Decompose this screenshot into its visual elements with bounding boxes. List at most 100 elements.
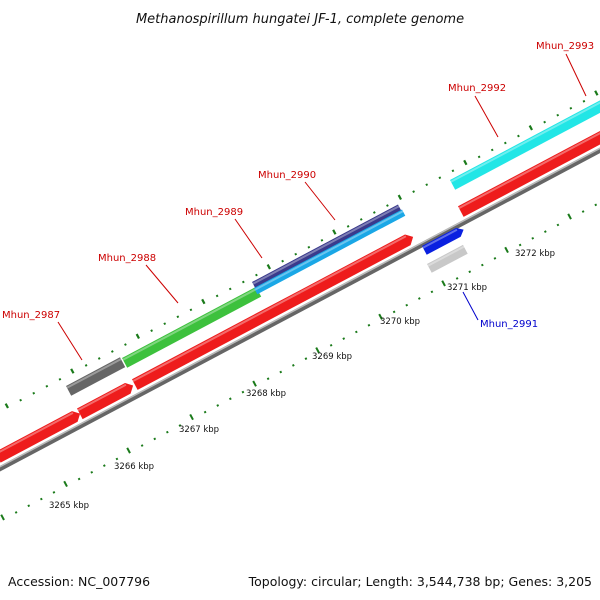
scale-tick bbox=[102, 464, 106, 467]
gene-label-layer: Mhun_2987 Mhun_2988 Mhun_2989 Mhun_2990 Mhun… bbox=[2, 41, 594, 361]
scale-tick-label: 3272 kbp bbox=[515, 249, 555, 259]
outer-tick bbox=[528, 125, 533, 131]
outer-tick bbox=[386, 204, 389, 207]
outer-tick bbox=[490, 148, 494, 152]
genome-summary-text: Topology: circular; Length: 3,544,738 bp… bbox=[248, 574, 592, 589]
outer-tick bbox=[543, 120, 546, 124]
gene-mhun_2990 bbox=[254, 209, 406, 295]
outer-tick bbox=[228, 287, 232, 291]
scale-tick bbox=[189, 413, 194, 421]
leader-line bbox=[565, 53, 587, 97]
scale-tick-label: 3269 kbp bbox=[312, 352, 352, 362]
outer-tick-row bbox=[4, 90, 599, 409]
outer-tick bbox=[294, 252, 298, 256]
scale-tick bbox=[417, 297, 421, 300]
scale-tick-label: 3265 kbp bbox=[49, 501, 89, 511]
outer-tick bbox=[84, 364, 88, 367]
scale-tick-label: 3271 kbp bbox=[447, 283, 487, 293]
scale-tick bbox=[241, 390, 245, 394]
gene-mhun_2988 bbox=[122, 286, 262, 368]
scale-tick-label: 3266 kbp bbox=[114, 462, 154, 472]
scale-tick bbox=[77, 477, 81, 481]
outer-tick bbox=[163, 322, 167, 326]
outer-tick bbox=[517, 134, 520, 138]
outer-tick bbox=[201, 298, 206, 305]
cds-segment bbox=[262, 290, 309, 321]
gene-label-mhun_2989[interactable]: Mhun_2989 bbox=[185, 207, 243, 218]
scale-tick bbox=[455, 277, 459, 280]
scale-tick bbox=[165, 430, 169, 434]
scale-tick-label: 3268 kbp bbox=[246, 389, 286, 399]
cds-feature-row bbox=[0, 130, 600, 463]
outer-tick bbox=[503, 141, 507, 145]
scale-tick bbox=[304, 357, 308, 361]
outer-tick bbox=[19, 398, 22, 402]
outer-tick bbox=[438, 176, 442, 180]
outer-tick bbox=[594, 90, 599, 96]
scale-tick bbox=[126, 447, 131, 454]
gene-label-mhun_2992[interactable]: Mhun_2992 bbox=[448, 83, 506, 94]
cds-segment bbox=[458, 144, 583, 217]
outer-tick bbox=[320, 238, 324, 242]
outer-tick bbox=[451, 169, 455, 173]
leader-line bbox=[145, 264, 179, 304]
scale-tick bbox=[279, 370, 283, 374]
outer-tick bbox=[582, 99, 586, 103]
scale-tick bbox=[405, 303, 409, 307]
scale-tick bbox=[354, 330, 358, 334]
gene-label-mhun_2993[interactable]: Mhun_2993 bbox=[536, 41, 594, 52]
leader-line bbox=[234, 218, 263, 259]
gene-label-mhun_2990[interactable]: Mhun_2990 bbox=[258, 170, 316, 181]
map-title: Methanospirillum hungatei JF-1, complete… bbox=[136, 12, 464, 27]
scale-tick-label: 3270 kbp bbox=[380, 317, 420, 327]
scale-tick bbox=[329, 343, 333, 347]
scale-tick bbox=[441, 280, 446, 287]
outer-tick bbox=[176, 315, 180, 319]
cds-segment bbox=[0, 411, 81, 463]
outer-tick bbox=[463, 159, 468, 166]
outer-tick bbox=[569, 106, 573, 110]
scale-tick bbox=[480, 263, 484, 267]
scale-tick bbox=[203, 410, 207, 414]
outer-tick bbox=[189, 308, 193, 312]
scale-tick bbox=[153, 437, 157, 441]
outer-tick bbox=[425, 183, 429, 187]
cds-segment bbox=[300, 234, 414, 301]
scale-tick bbox=[216, 404, 220, 407]
outer-tick bbox=[58, 377, 62, 381]
scale-tick-label: 3267 kbp bbox=[179, 425, 219, 435]
gene-label-mhun_2987[interactable]: Mhun_2987 bbox=[2, 310, 60, 321]
cds-segment bbox=[77, 383, 134, 420]
outer-tick bbox=[477, 155, 481, 159]
scale-tick bbox=[63, 480, 68, 488]
outer-tick bbox=[241, 280, 245, 284]
scale-tick bbox=[315, 347, 320, 354]
scale-tick bbox=[52, 491, 56, 494]
scale-tick bbox=[493, 257, 497, 260]
scale-tick bbox=[27, 504, 31, 508]
scale-tick bbox=[14, 511, 18, 514]
scale-tick bbox=[392, 310, 396, 314]
scale-tick bbox=[115, 457, 119, 461]
outer-tick bbox=[150, 329, 153, 333]
outer-tick bbox=[255, 273, 258, 277]
gene-mhun_2987 bbox=[66, 357, 126, 396]
gene-label-mhun_2991[interactable]: Mhun_2991 bbox=[480, 319, 538, 330]
outer-tick bbox=[4, 403, 9, 409]
gene-mhun_2992 bbox=[450, 100, 600, 190]
gene-feature-row bbox=[66, 100, 600, 396]
outer-tick bbox=[266, 264, 271, 270]
genome-backbone bbox=[0, 147, 600, 472]
outer-tick bbox=[124, 343, 127, 346]
leader-line bbox=[57, 321, 83, 361]
outer-tick bbox=[412, 190, 415, 193]
outer-tick bbox=[97, 357, 101, 360]
scale-tick bbox=[342, 337, 346, 340]
scale-tick bbox=[378, 313, 383, 320]
outer-tick bbox=[307, 245, 311, 249]
gene-label-mhun_2988[interactable]: Mhun_2988 bbox=[98, 253, 156, 264]
scale-tick bbox=[367, 323, 371, 327]
outer-tick bbox=[32, 391, 36, 395]
outer-tick bbox=[397, 194, 402, 200]
